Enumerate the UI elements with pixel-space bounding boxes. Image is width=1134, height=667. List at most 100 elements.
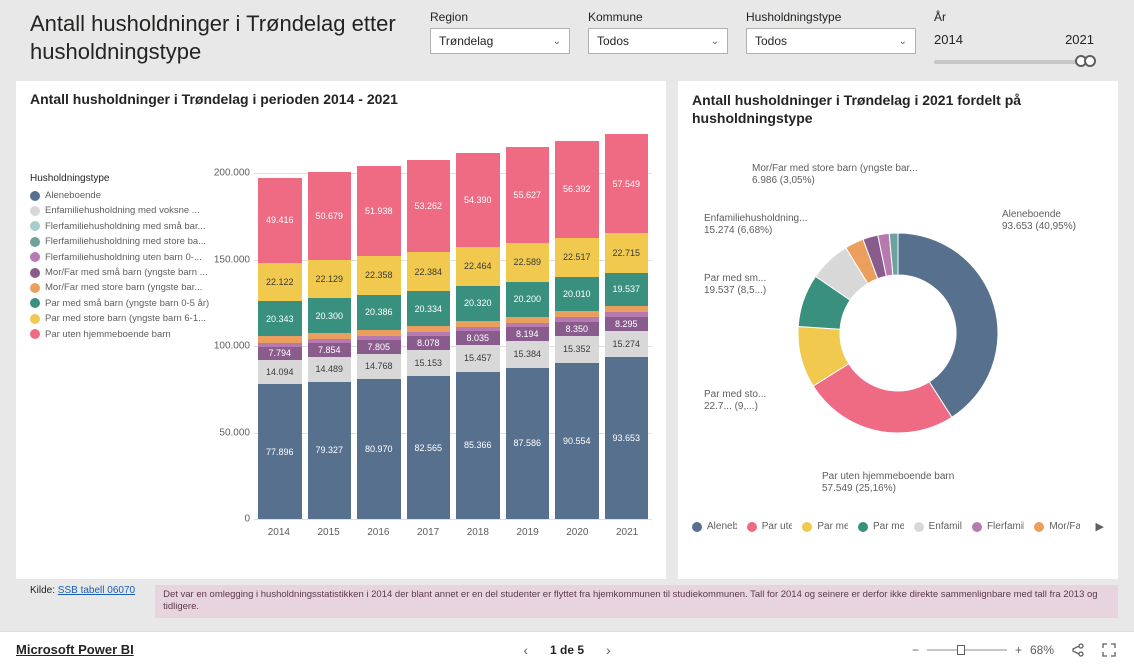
- donut-slice-label: Aleneboende93.653 (40,95%): [1002, 209, 1076, 233]
- legend-swatch: [30, 221, 40, 231]
- bar-segment: 53.262: [407, 160, 451, 252]
- fullscreen-icon[interactable]: [1100, 641, 1118, 659]
- legend-item[interactable]: Flerfamiliehusholdning med små bar...: [30, 221, 210, 232]
- bar-segment: 22.122: [258, 263, 302, 301]
- legend-label: Flerfamiliehusholdning med store ba...: [45, 236, 206, 247]
- donut-legend-item[interactable]: Par me...: [858, 521, 904, 533]
- bar-value-label: 22.358: [365, 270, 393, 280]
- legend-item[interactable]: Flerfamiliehusholdning uten barn 0-...: [30, 252, 210, 263]
- bar-value-label: 8.194: [516, 329, 539, 339]
- bar-value-label: 20.343: [266, 314, 294, 324]
- bar-column[interactable]: 77.89614.0947.79420.34322.12249.416: [258, 113, 302, 519]
- bar-segment: 20.010: [555, 277, 599, 312]
- y-axis-tick: 50.000: [219, 427, 250, 438]
- legend-swatch: [30, 298, 40, 308]
- filter-type-label: Husholdningstype: [746, 10, 916, 24]
- bar-column[interactable]: 80.97014.7687.80520.38622.35851.938: [357, 113, 401, 519]
- bar-segment: 79.327: [308, 382, 352, 519]
- filter-year-label: År: [934, 10, 1094, 24]
- year-slider[interactable]: [934, 53, 1094, 71]
- bar-segment: [456, 321, 500, 327]
- bar-value-label: 15.274: [612, 339, 640, 349]
- bar-segment: 15.153: [407, 350, 451, 376]
- x-axis-tick: 2018: [453, 527, 503, 538]
- legend-item[interactable]: Mor/Far med små barn (yngste barn ...: [30, 267, 210, 278]
- donut-legend-item[interactable]: Par ute...: [747, 521, 793, 533]
- zoom-control[interactable]: − + 68%: [912, 643, 1054, 657]
- bar-segment: 22.589: [506, 243, 550, 282]
- bar-column[interactable]: 82.56515.1538.07820.33422.38453.262: [407, 113, 451, 519]
- bar-value-label: 82.565: [414, 443, 442, 453]
- bar-column[interactable]: 93.65315.2748.29519.53722.71557.549: [605, 113, 649, 519]
- x-axis-tick: 2019: [503, 527, 553, 538]
- bar-value-label: 22.129: [315, 274, 343, 284]
- powerbi-brand-link[interactable]: Microsoft Power BI: [16, 642, 134, 657]
- bar-value-label: 50.679: [315, 211, 343, 221]
- zoom-out-icon[interactable]: −: [912, 643, 919, 657]
- bar-segment: 87.586: [506, 368, 550, 519]
- x-axis-tick: 2015: [304, 527, 354, 538]
- bar-column[interactable]: 87.58615.3848.19420.20022.58955.627: [506, 113, 550, 519]
- legend-label: Mor/Far med store barn (yngste bar...: [45, 282, 202, 293]
- filter-region-dropdown[interactable]: Trøndelag ⌄: [430, 28, 570, 54]
- zoom-in-icon[interactable]: +: [1015, 643, 1022, 657]
- legend-label: Par med små barn (yngste barn 0-5 år): [45, 298, 209, 309]
- legend-item[interactable]: Enfamiliehusholdning med voksne ...: [30, 205, 210, 216]
- page-nav: ‹ 1 de 5 ›: [519, 642, 614, 658]
- donut-chart[interactable]: Aleneb... Par ute... Par me... Par me... Enf…: [692, 133, 1104, 533]
- filter-region-label: Region: [430, 10, 570, 24]
- bar-value-label: 14.489: [315, 364, 343, 374]
- bar-chart-plot[interactable]: 050.000100.000150.000200.000 77.89614.09…: [210, 113, 652, 543]
- bar-column[interactable]: 90.55415.3528.35020.01022.51756.392: [555, 113, 599, 519]
- legend-label: Enfamili...: [929, 521, 962, 533]
- bar-column[interactable]: 79.32714.4897.85420.30022.12950.679: [308, 113, 352, 519]
- legend-item[interactable]: Par uten hjemmeboende barn: [30, 329, 210, 340]
- legend-item[interactable]: Mor/Far med store barn (yngste bar...: [30, 282, 210, 293]
- bar-segment: 22.715: [605, 233, 649, 272]
- legend-swatch: [30, 237, 40, 247]
- bar-column[interactable]: 85.36615.4578.03520.32022.46454.390: [456, 113, 500, 519]
- share-icon[interactable]: [1068, 641, 1086, 659]
- filter-type-value: Todos: [755, 34, 787, 48]
- bar-value-label: 14.094: [266, 367, 294, 377]
- donut-legend-item[interactable]: Par me...: [802, 521, 848, 533]
- bar-segment: 20.386: [357, 295, 401, 330]
- page-next-icon[interactable]: ›: [602, 642, 615, 658]
- legend-item[interactable]: Par med store barn (yngste barn 6-1...: [30, 313, 210, 324]
- page-prev-icon[interactable]: ‹: [519, 642, 532, 658]
- filter-type-dropdown[interactable]: Todos ⌄: [746, 28, 916, 54]
- bar-value-label: 22.464: [464, 261, 492, 271]
- legend-swatch: [972, 522, 982, 532]
- y-axis-tick: 150.000: [214, 254, 250, 265]
- legend-item[interactable]: Aleneboende: [30, 190, 210, 201]
- filter-region: Region Trøndelag ⌄: [430, 10, 570, 71]
- bar-chart-panel: Antall husholdninger i Trøndelag i perio…: [16, 81, 666, 579]
- bar-segment: 54.390: [456, 153, 500, 247]
- bar-segment: 82.565: [407, 376, 451, 519]
- donut-legend-item[interactable]: Aleneb...: [692, 521, 737, 533]
- filter-kommune-dropdown[interactable]: Todos ⌄: [588, 28, 728, 54]
- legend-label: Mor/Fa...: [1049, 521, 1079, 533]
- note-text: Det var en omlegging i husholdningsstati…: [155, 585, 1118, 618]
- legend-item[interactable]: Par med små barn (yngste barn 0-5 år): [30, 298, 210, 309]
- donut-slice[interactable]: [813, 364, 952, 433]
- donut-legend-item[interactable]: Flerfamili...: [972, 521, 1024, 533]
- bar-segment: 8.194: [506, 327, 550, 341]
- bar-segment: [308, 339, 352, 343]
- bar-value-label: 15.384: [513, 349, 541, 359]
- source-link[interactable]: SSB tabell 06070: [58, 585, 135, 596]
- donut-legend-item[interactable]: Enfamili...: [914, 521, 962, 533]
- legend-scroll-right-icon[interactable]: ▶: [1096, 520, 1104, 533]
- legend-swatch: [747, 522, 757, 532]
- legend-swatch: [914, 522, 924, 532]
- bar-segment: 8.350: [555, 322, 599, 336]
- bar-value-label: 15.153: [414, 358, 442, 368]
- donut-legend-item[interactable]: Mor/Fa...: [1034, 521, 1079, 533]
- donut-slice-label: Enfamiliehusholdning...15.274 (6,68%): [704, 213, 807, 237]
- legend-label: Aleneb...: [707, 521, 737, 533]
- legend-item[interactable]: Flerfamiliehusholdning med store ba...: [30, 236, 210, 247]
- bar-segment: [258, 336, 302, 342]
- bar-value-label: 55.627: [513, 190, 541, 200]
- bar-value-label: 80.970: [365, 444, 393, 454]
- bar-segment: 50.679: [308, 172, 352, 260]
